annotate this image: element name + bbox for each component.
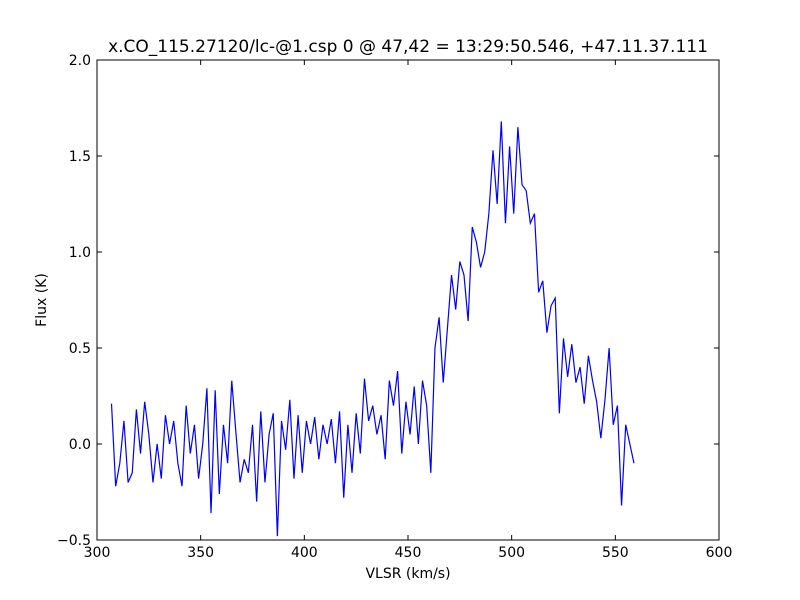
data-line [110,121,635,537]
y-tick-label: 0.0 [69,437,91,453]
x-tick-label: 600 [706,545,733,561]
y-tick-label: 2.0 [69,53,91,69]
x-tick-label: 450 [395,545,422,561]
x-axis-label: VLSR (km/s) [365,566,450,582]
y-tick-label: 1.0 [69,245,91,261]
x-tick-label: 350 [187,545,214,561]
x-tick-label: 550 [602,545,629,561]
y-tick-label: −0.5 [57,533,91,549]
y-tick-label: 1.5 [69,149,91,165]
x-tick-label: 500 [498,545,525,561]
x-tick-label: 300 [84,545,111,561]
chart-title: x.CO_115.27120/lc-@1.csp 0 @ 47,42 = 13:… [108,37,708,57]
y-axis-label: Flux (K) [34,273,50,327]
y-tick-label: 0.5 [69,341,91,357]
x-tick-label: 400 [291,545,318,561]
